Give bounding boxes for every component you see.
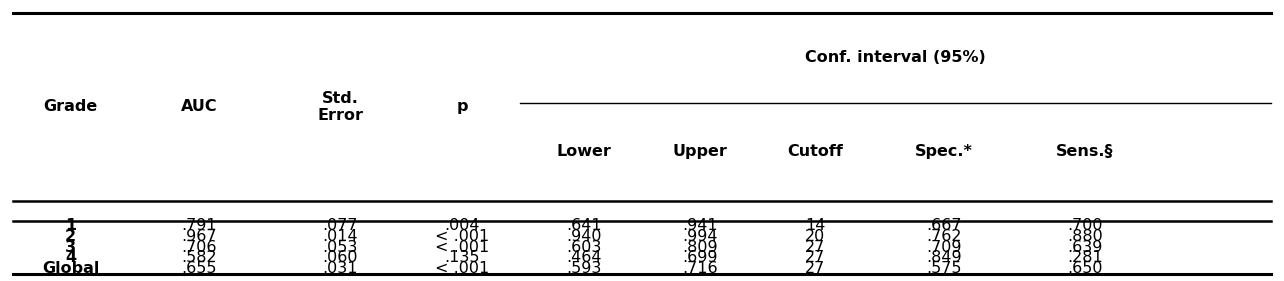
- Text: 27: 27: [805, 250, 826, 266]
- Text: 20: 20: [805, 229, 826, 244]
- Text: .762: .762: [926, 229, 962, 244]
- Text: .135: .135: [444, 250, 480, 266]
- Text: Spec.*: Spec.*: [914, 144, 973, 159]
- Text: .994: .994: [682, 229, 718, 244]
- Text: .791: .791: [181, 218, 217, 234]
- Text: .709: .709: [926, 240, 962, 255]
- Text: Std.
Error: Std. Error: [317, 90, 363, 123]
- Text: .967: .967: [181, 229, 217, 244]
- Text: .014: .014: [322, 229, 358, 244]
- Text: .641: .641: [566, 218, 602, 234]
- Text: AUC: AUC: [181, 99, 217, 114]
- Text: .575: .575: [926, 261, 962, 276]
- Text: .667: .667: [926, 218, 962, 234]
- Text: Cutoff: Cutoff: [787, 144, 844, 159]
- Text: 3: 3: [65, 240, 76, 255]
- Text: 14: 14: [805, 218, 826, 234]
- Text: .603: .603: [566, 240, 602, 255]
- Text: Lower: Lower: [557, 144, 611, 159]
- Text: 2: 2: [65, 229, 76, 244]
- Text: Global: Global: [42, 261, 99, 276]
- Text: .593: .593: [566, 261, 602, 276]
- Text: Conf. interval (95%): Conf. interval (95%): [805, 50, 986, 65]
- Text: .809: .809: [682, 240, 718, 255]
- Text: .060: .060: [322, 250, 358, 266]
- Text: p: p: [457, 99, 467, 114]
- Text: .031: .031: [322, 261, 358, 276]
- Text: < .001: < .001: [435, 229, 489, 244]
- Text: .880: .880: [1067, 229, 1103, 244]
- Text: .700: .700: [1067, 218, 1103, 234]
- Text: .849: .849: [926, 250, 962, 266]
- Text: .582: .582: [181, 250, 217, 266]
- Text: Upper: Upper: [673, 144, 727, 159]
- Text: < .001: < .001: [435, 240, 489, 255]
- Text: .053: .053: [322, 240, 358, 255]
- Text: < .001: < .001: [435, 261, 489, 276]
- Text: .941: .941: [682, 218, 718, 234]
- Text: .464: .464: [566, 250, 602, 266]
- Text: .281: .281: [1067, 250, 1103, 266]
- Text: .940: .940: [566, 229, 602, 244]
- Text: 27: 27: [805, 261, 826, 276]
- Text: .706: .706: [181, 240, 217, 255]
- Text: .655: .655: [181, 261, 217, 276]
- Text: .699: .699: [682, 250, 718, 266]
- Text: 4: 4: [65, 250, 76, 266]
- Text: 27: 27: [805, 240, 826, 255]
- Text: Grade: Grade: [44, 99, 98, 114]
- Text: .004: .004: [444, 218, 480, 234]
- Text: 1: 1: [65, 218, 76, 234]
- Text: .077: .077: [322, 218, 358, 234]
- Text: .650: .650: [1067, 261, 1103, 276]
- Text: .716: .716: [682, 261, 718, 276]
- Text: Sens.§: Sens.§: [1057, 144, 1113, 159]
- Text: .639: .639: [1067, 240, 1103, 255]
